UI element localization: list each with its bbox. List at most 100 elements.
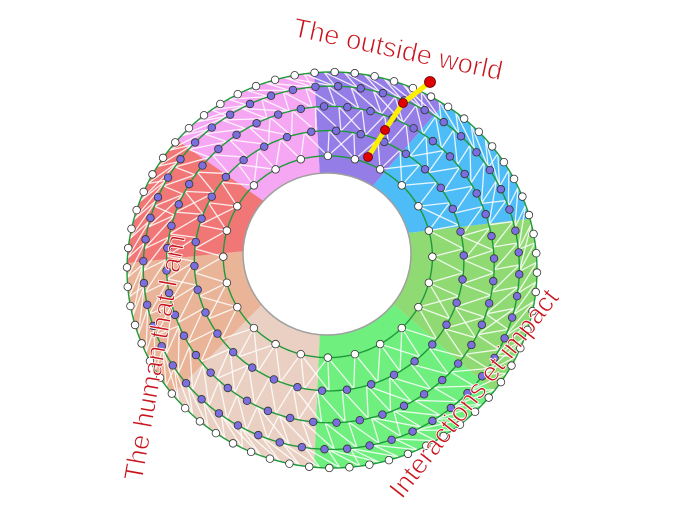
mesh-edge [340, 108, 363, 132]
mesh-edge [305, 87, 336, 107]
mesh-edge [283, 76, 313, 88]
mesh-edge [154, 205, 175, 216]
mesh-edge [371, 417, 402, 438]
mesh-edge [491, 286, 519, 293]
mesh-edge [379, 343, 401, 372]
mesh-edge [427, 150, 445, 173]
mesh-edge [418, 295, 459, 308]
mesh-node [342, 444, 352, 453]
mesh-edge [464, 353, 489, 370]
mesh-edge [372, 90, 383, 115]
mesh-node [184, 123, 194, 133]
mesh-node [199, 111, 209, 120]
mesh-node [399, 401, 409, 411]
mesh-edge [434, 417, 469, 420]
mesh-node [424, 278, 434, 288]
mesh-edge [256, 406, 269, 439]
mesh-edge [452, 388, 496, 407]
mesh-edge [363, 73, 402, 100]
mesh-edge [454, 306, 486, 318]
mesh-edge [488, 200, 507, 226]
mesh-node [288, 85, 298, 95]
mesh-edge [341, 390, 346, 423]
mesh-edge [301, 419, 335, 450]
mesh-edge [203, 400, 226, 440]
mesh-edge [353, 354, 356, 389]
mesh-node [184, 179, 194, 189]
mesh-edge [274, 344, 282, 383]
mesh-node [197, 214, 206, 223]
mesh-node [389, 370, 399, 380]
mesh-edge [450, 367, 488, 373]
mesh-node [456, 132, 466, 141]
mesh-node [428, 252, 437, 261]
mesh-node [142, 300, 152, 310]
mesh-node [489, 276, 498, 286]
mesh-node [453, 359, 463, 368]
mesh-edge [434, 403, 483, 420]
mesh-edge [139, 179, 167, 202]
mesh-edge [518, 223, 532, 272]
mesh-edge [203, 401, 209, 428]
mesh-edge [516, 261, 538, 294]
mesh-node [249, 181, 259, 190]
mesh-edge [463, 227, 491, 261]
mesh-edge [275, 385, 294, 415]
mesh-node [127, 224, 136, 234]
mesh-node [458, 275, 467, 284]
mesh-edge [505, 300, 535, 336]
mesh-edge [469, 145, 472, 184]
mesh-edge [163, 174, 196, 187]
mesh-edge [221, 117, 268, 121]
mesh-node [356, 84, 365, 93]
mesh-node [193, 285, 202, 294]
mesh-node [216, 99, 225, 109]
mesh-edge [402, 105, 417, 124]
mesh-node [507, 361, 516, 370]
mesh-edge [279, 353, 302, 383]
mesh-node [323, 353, 333, 362]
mesh-node [445, 152, 455, 161]
mesh-edge [420, 91, 423, 109]
mesh-node [176, 155, 185, 164]
mesh-node [342, 385, 352, 394]
mesh-edge [166, 278, 197, 286]
mesh-edge [470, 124, 489, 168]
mesh-node [459, 114, 469, 123]
mesh-node [401, 149, 411, 159]
mesh-node [345, 463, 354, 472]
mesh-edge [228, 98, 248, 106]
mesh-node [228, 439, 238, 448]
mesh-edge [507, 186, 519, 208]
mesh-node [484, 393, 493, 402]
mesh-edge [456, 144, 471, 166]
mesh-node [428, 340, 437, 349]
mesh-node [442, 320, 451, 329]
mesh-edge [177, 284, 198, 323]
sector [314, 303, 494, 468]
mesh-node [146, 213, 155, 223]
mesh-edge [303, 132, 329, 157]
mesh-node [201, 308, 210, 317]
mesh-node [273, 110, 283, 119]
mesh-node [499, 157, 509, 167]
mesh-edge [414, 399, 441, 417]
mesh-node [484, 299, 494, 308]
mesh-node [271, 339, 280, 349]
mesh-edge [438, 101, 442, 121]
mesh-edge [454, 306, 477, 339]
mesh-node [123, 282, 132, 292]
mesh-edge [173, 367, 180, 402]
mesh-edge [517, 281, 537, 294]
mesh-node [170, 310, 180, 320]
mesh-node [207, 192, 216, 201]
mesh-node [524, 210, 534, 220]
mesh-edge [343, 71, 381, 93]
mesh-edge [461, 227, 490, 237]
mesh-edge [197, 171, 230, 175]
mesh-edge [370, 417, 380, 444]
mesh-node [198, 161, 207, 170]
mesh-edge [409, 135, 427, 157]
mesh-edge [145, 307, 149, 353]
